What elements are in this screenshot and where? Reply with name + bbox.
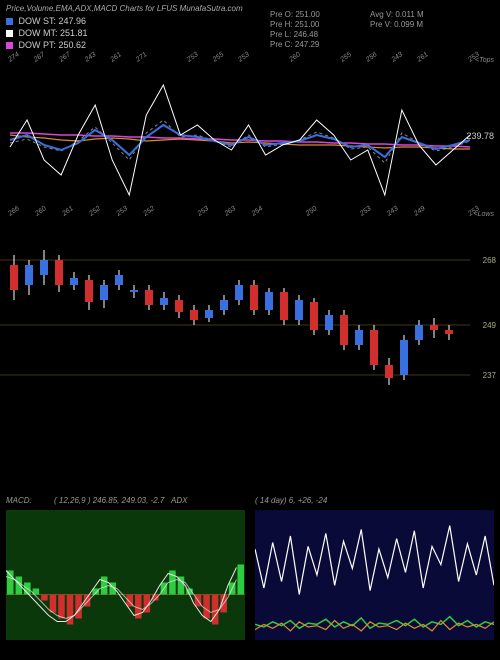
adx-panel: ( 14 day) 6, +26, -24 bbox=[255, 510, 494, 650]
svg-text:243: 243 bbox=[390, 51, 404, 64]
svg-text:249: 249 bbox=[483, 321, 497, 330]
svg-text:261: 261 bbox=[109, 51, 123, 64]
adx-params: ( 14 day) 6, +26, -24 bbox=[255, 496, 327, 505]
adx-label: ADX bbox=[171, 496, 187, 505]
svg-text:237: 237 bbox=[483, 371, 497, 380]
svg-text:250: 250 bbox=[304, 205, 318, 218]
svg-text:271: 271 bbox=[134, 51, 148, 64]
svg-text:263: 263 bbox=[223, 205, 237, 218]
svg-text:268: 268 bbox=[483, 256, 497, 265]
info-o: Pre O: 251.00 bbox=[270, 10, 320, 20]
svg-text:256: 256 bbox=[364, 51, 378, 64]
candle-panel: 268 249 237 bbox=[0, 230, 500, 400]
info-avgv: Avg V: 0.011 M bbox=[370, 10, 424, 20]
legend-mt-label: DOW MT: 251.81 bbox=[19, 28, 88, 38]
svg-text:260: 260 bbox=[287, 51, 301, 64]
info-l: Pre L: 246.48 bbox=[270, 30, 320, 40]
macd-panel: MACD: ( 12,26,9 ) 246.85, 249.03, -2.7 A… bbox=[6, 510, 245, 650]
svg-text:253: 253 bbox=[115, 205, 129, 218]
svg-text:255: 255 bbox=[339, 51, 353, 64]
info-prev: Pre V: 0.099 M bbox=[370, 20, 424, 30]
svg-text:274: 274 bbox=[6, 51, 20, 64]
svg-text:252: 252 bbox=[142, 205, 156, 218]
svg-text:<Tops: <Tops bbox=[475, 57, 495, 64]
volume-info: Avg V: 0.011 M Pre V: 0.099 M bbox=[370, 10, 424, 30]
ema-panel: 274 267 267 243 261 271 253 255 253 260 255 256 243 2… bbox=[0, 50, 500, 220]
macd-label: MACD: bbox=[6, 496, 32, 505]
svg-text:261: 261 bbox=[60, 205, 74, 218]
swatch-st bbox=[6, 18, 13, 25]
svg-text:253: 253 bbox=[196, 205, 210, 218]
info-h: Pre H: 251.00 bbox=[270, 20, 320, 30]
svg-text:260: 260 bbox=[33, 205, 47, 218]
svg-text:267: 267 bbox=[57, 51, 72, 65]
svg-text:253: 253 bbox=[236, 51, 250, 64]
info-c: Pre C: 247.29 bbox=[270, 40, 320, 50]
svg-text:254: 254 bbox=[250, 205, 264, 218]
swatch-mt bbox=[6, 30, 13, 37]
svg-text:261: 261 bbox=[415, 51, 429, 64]
svg-text:239.78: 239.78 bbox=[466, 131, 494, 141]
svg-text:266: 266 bbox=[6, 205, 20, 218]
svg-text:267: 267 bbox=[32, 51, 47, 65]
svg-text:<Lows: <Lows bbox=[474, 211, 495, 218]
svg-text:243: 243 bbox=[385, 205, 399, 218]
svg-text:252: 252 bbox=[87, 205, 101, 218]
svg-text:253: 253 bbox=[358, 205, 372, 218]
ohlc-info: Pre O: 251.00 Pre H: 251.00 Pre L: 246.4… bbox=[270, 10, 320, 50]
svg-text:249: 249 bbox=[412, 205, 426, 218]
svg-text:253: 253 bbox=[185, 51, 199, 64]
svg-text:243: 243 bbox=[83, 51, 97, 64]
legend-pt-label: DOW PT: 250.62 bbox=[19, 40, 87, 50]
legend-st-label: DOW ST: 247.96 bbox=[19, 16, 87, 26]
swatch-pt bbox=[6, 42, 13, 49]
svg-text:255: 255 bbox=[211, 51, 225, 64]
macd-params: ( 12,26,9 ) 246.85, 249.03, -2.7 bbox=[54, 496, 164, 505]
